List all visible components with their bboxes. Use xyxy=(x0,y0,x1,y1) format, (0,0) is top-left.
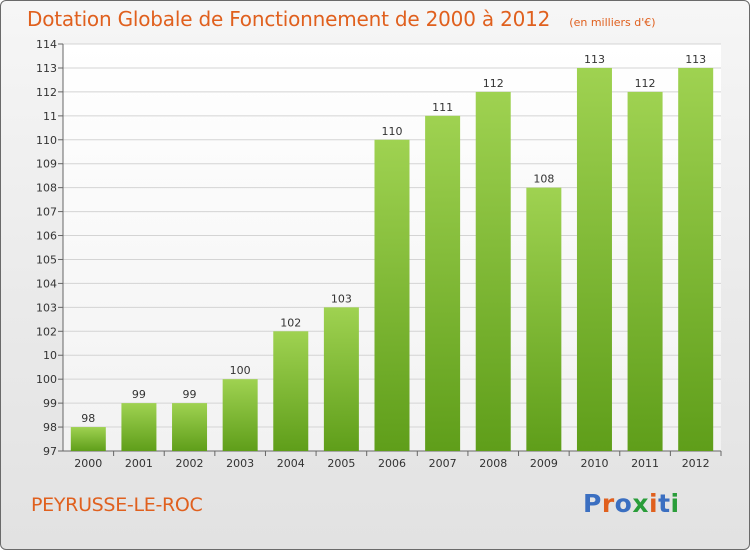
x-tick-label: 2004 xyxy=(277,457,305,470)
y-tick-label: 114 xyxy=(36,38,57,51)
y-tick-label: 98 xyxy=(43,421,57,434)
x-tick-label: 2008 xyxy=(479,457,507,470)
bar xyxy=(222,379,258,451)
y-tick-label: 97 xyxy=(43,445,57,458)
bar xyxy=(475,91,511,451)
bar xyxy=(121,403,157,451)
bar-value-label: 113 xyxy=(584,53,605,66)
y-tick-label: 103 xyxy=(36,301,57,314)
chart-unit: (en milliers d'€) xyxy=(569,16,656,29)
y-tick-label: 112 xyxy=(36,86,57,99)
logo-letter: i xyxy=(670,489,680,518)
y-tick-label: 99 xyxy=(43,397,57,410)
bar xyxy=(627,91,663,451)
bar-value-label: 98 xyxy=(81,412,95,425)
bar-value-label: 113 xyxy=(685,53,706,66)
x-tick-label: 2007 xyxy=(429,457,457,470)
bar xyxy=(70,427,106,451)
bar-value-label: 103 xyxy=(331,292,352,305)
x-tick-label: 2012 xyxy=(682,457,710,470)
y-tick-label: 10 xyxy=(43,349,57,362)
bar xyxy=(425,115,461,451)
y-tick-label: 110 xyxy=(36,134,57,147)
x-tick-label: 2000 xyxy=(74,457,102,470)
bar-value-label: 100 xyxy=(230,364,251,377)
proxiti-logo: Proxiti xyxy=(583,489,680,518)
bar xyxy=(323,307,359,451)
chart-header: Dotation Globale de Fonctionnement de 20… xyxy=(27,7,656,31)
bar-value-label: 112 xyxy=(635,77,656,90)
logo-letter: i xyxy=(649,489,659,518)
bar-value-label: 102 xyxy=(280,316,301,329)
chart-title: Dotation Globale de Fonctionnement de 20… xyxy=(27,7,551,31)
bar xyxy=(526,187,562,451)
bar-value-label: 108 xyxy=(533,173,554,186)
logo-letter: r xyxy=(601,489,615,518)
y-tick-label: 100 xyxy=(36,373,57,386)
bar-value-label: 99 xyxy=(132,388,146,401)
x-tick-label: 2010 xyxy=(580,457,608,470)
bar xyxy=(374,139,410,451)
y-tick-label: 108 xyxy=(36,182,57,195)
bar-value-label: 112 xyxy=(483,77,504,90)
bar xyxy=(172,403,208,451)
x-tick-label: 2005 xyxy=(327,457,355,470)
bar-value-label: 111 xyxy=(432,101,453,114)
y-tick-label: 102 xyxy=(36,325,57,338)
commune-name: PEYRUSSE-LE-ROC xyxy=(31,494,203,516)
bar xyxy=(576,67,612,452)
y-tick-label: 109 xyxy=(36,158,57,171)
x-tick-label: 2009 xyxy=(530,457,558,470)
bar xyxy=(273,331,309,451)
x-tick-label: 2011 xyxy=(631,457,659,470)
bar-value-label: 99 xyxy=(183,388,197,401)
y-tick-label: 113 xyxy=(36,62,57,75)
y-tick-label: 11 xyxy=(43,110,57,123)
x-tick-label: 2003 xyxy=(226,457,254,470)
bar xyxy=(678,67,714,452)
logo-letter: P xyxy=(583,489,602,518)
y-tick-label: 105 xyxy=(36,253,57,266)
x-tick-label: 2006 xyxy=(378,457,406,470)
logo-letter: o xyxy=(614,489,633,518)
y-tick-label: 106 xyxy=(36,230,57,243)
y-tick-label: 107 xyxy=(36,206,57,219)
x-tick-label: 2002 xyxy=(176,457,204,470)
logo-letter: x xyxy=(632,489,649,518)
logo-letter: t xyxy=(658,489,671,518)
y-tick-label: 104 xyxy=(36,277,57,290)
bar-value-label: 110 xyxy=(382,125,403,138)
x-tick-label: 2001 xyxy=(125,457,153,470)
